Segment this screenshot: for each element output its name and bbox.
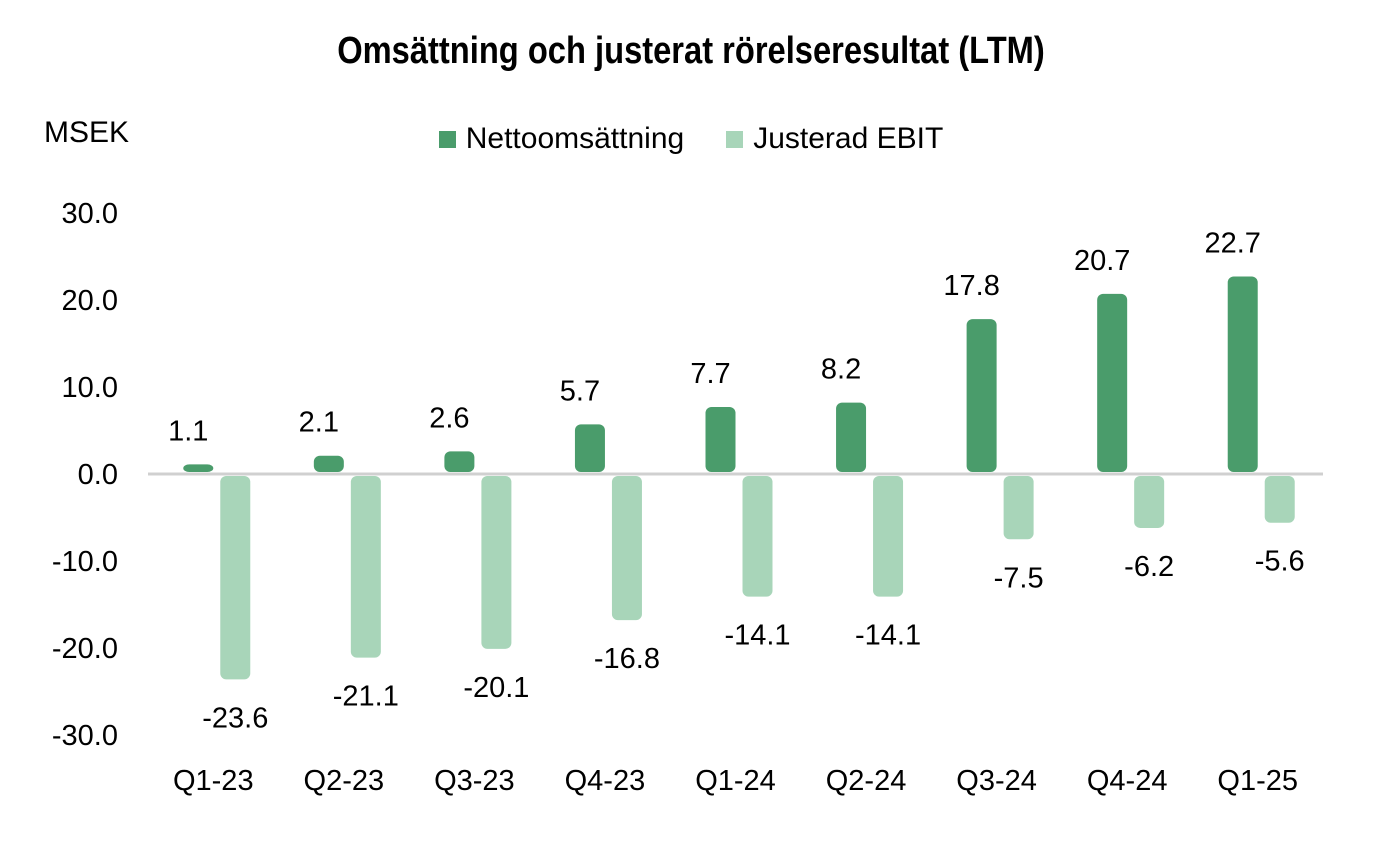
legend-item-justerad-ebit: Justerad EBIT [726,122,943,156]
data-label: -6.2 [1124,551,1174,583]
y-tick-label: -30.0 [52,720,118,752]
legend-swatch-nettoomsattning [438,130,456,148]
net-sales-bar [705,407,736,472]
data-label: 7.7 [690,358,730,390]
x-tick-label: Q1-23 [173,765,254,797]
adjusted-ebit-bar [873,476,904,597]
y-tick-label: -20.0 [52,633,118,665]
data-label: 5.7 [560,375,600,407]
data-label: 22.7 [1204,228,1260,260]
x-tick-label: Q1-24 [695,765,776,797]
data-label: 17.8 [943,270,999,302]
data-label: -20.1 [463,672,529,704]
data-label: -7.5 [994,562,1044,594]
chart-title: Omsättning och justerat rörelseresultat … [337,30,1045,72]
net-sales-bar [836,402,867,472]
legend-label-nettoomsattning: Nettoomsättning [465,122,685,155]
x-tick-label: Q2-23 [304,765,385,797]
adjusted-ebit-bar [742,476,773,597]
data-label: 2.1 [299,407,339,439]
data-label: -23.6 [202,702,268,734]
data-label: -5.6 [1255,546,1305,578]
net-sales-bar [966,319,997,472]
adjusted-ebit-bar [220,476,251,680]
net-sales-bar [313,455,344,472]
net-sales-bar [574,424,605,472]
x-tick-label: Q3-23 [434,765,515,797]
y-axis-unit-label: MSEK [44,116,130,149]
y-tick-label: 10.0 [62,372,118,404]
y-tick-label: 0.0 [78,459,118,491]
y-tick-label: -10.0 [52,546,118,578]
x-tick-label: Q3-24 [956,765,1037,797]
data-label: -14.1 [724,620,790,652]
net-sales-bar [444,451,475,472]
adjusted-ebit-bar [1003,476,1034,540]
data-label: 8.2 [821,354,861,386]
adjusted-ebit-bar [350,476,381,658]
data-label: -14.1 [855,620,921,652]
x-tick-label: Q4-23 [565,765,646,797]
adjusted-ebit-bar [611,476,642,621]
x-tick-label: Q4-24 [1087,765,1168,797]
legend: Nettoomsättning Justerad EBIT [0,122,1382,156]
adjusted-ebit-bar [1134,476,1165,528]
data-label: -16.8 [594,643,660,675]
adjusted-ebit-bar [481,476,512,649]
y-tick-label: 30.0 [62,198,118,230]
adjusted-ebit-bar [1264,476,1295,523]
data-label: 2.6 [429,402,469,434]
data-label: 1.1 [168,415,208,447]
data-label: -21.1 [333,681,399,713]
net-sales-bar [1097,293,1128,472]
legend-label-justerad-ebit: Justerad EBIT [753,122,944,155]
net-sales-bar [183,464,214,472]
legend-swatch-justerad-ebit [726,130,744,148]
x-tick-label: Q2-24 [826,765,907,797]
data-label: 20.7 [1074,245,1130,277]
legend-item-nettoomsattning: Nettoomsättning [438,122,685,156]
x-tick-label: Q1-25 [1217,765,1298,797]
y-tick-label: 20.0 [62,285,118,317]
net-sales-bar [1227,276,1258,472]
